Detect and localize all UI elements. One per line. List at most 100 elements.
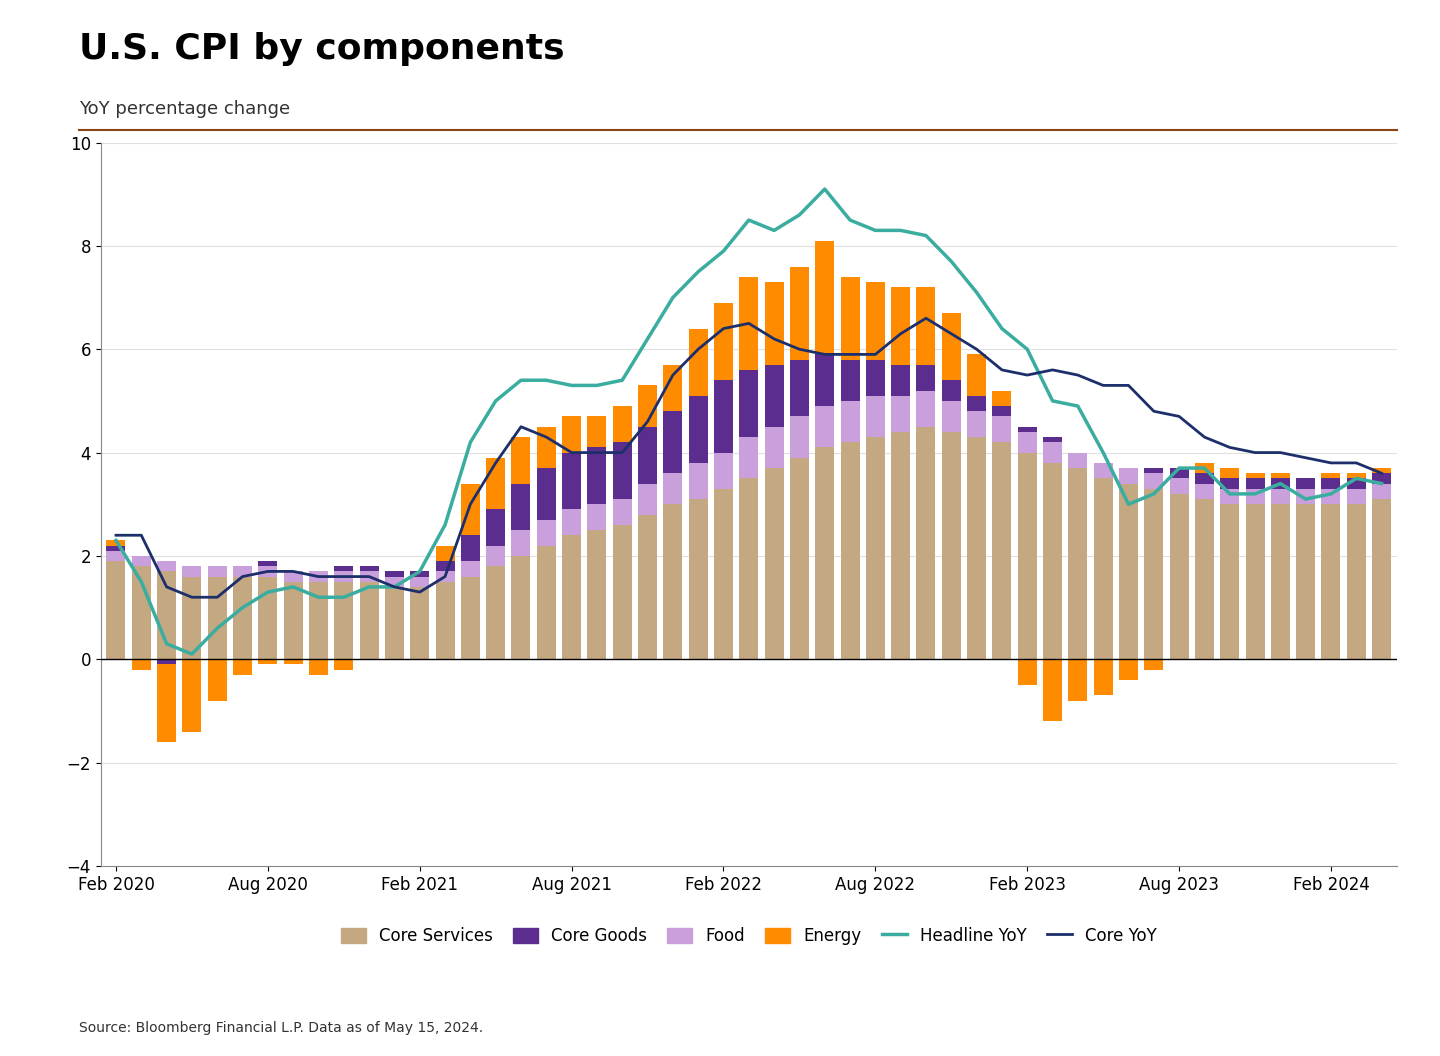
Bar [1322,505,1341,659]
Bar [1195,484,1214,499]
Bar [537,468,556,520]
Bar [461,535,480,561]
Bar [1346,505,1365,659]
Bar [992,391,1011,407]
Bar [511,484,530,530]
Bar [688,396,707,463]
Bar [1094,478,1113,659]
Bar [815,355,834,407]
Bar [765,282,783,364]
Bar [1372,484,1391,499]
Bar [183,659,202,732]
Bar [613,525,632,659]
Bar [410,571,429,577]
Bar [258,659,278,664]
Bar [613,407,632,442]
Bar [1169,494,1188,659]
Bar [1043,442,1063,463]
Bar [588,505,606,530]
Bar [638,427,657,484]
Bar [714,303,733,380]
Bar [1296,478,1315,489]
Bar [1346,478,1365,489]
Bar [968,437,986,659]
Bar [233,577,252,659]
Bar [334,571,353,582]
Bar [1322,489,1341,505]
Bar [1322,478,1341,489]
Bar [511,437,530,484]
Bar [1068,659,1087,700]
Bar [891,396,910,432]
Bar [562,453,582,509]
Bar [1296,505,1315,659]
Bar [1169,468,1188,478]
Legend: Core Services, Core Goods, Food, Energy, Headline YoY, Core YoY: Core Services, Core Goods, Food, Energy,… [334,920,1164,951]
Bar [410,587,429,659]
Bar [1145,473,1164,489]
Bar [310,659,328,675]
Bar [791,416,809,457]
Bar [1018,659,1037,685]
Bar [1220,505,1240,659]
Bar [588,416,606,448]
Bar [664,505,683,659]
Bar [310,582,328,659]
Bar [765,468,783,659]
Bar [384,587,403,659]
Bar [1372,499,1391,659]
Bar [1272,489,1290,505]
Bar [107,546,125,551]
Bar [1043,463,1063,659]
Bar [284,571,302,582]
Bar [284,582,302,659]
Bar [714,489,733,659]
Bar [1169,478,1188,494]
Bar [360,566,379,571]
Bar [334,566,353,571]
Bar [765,427,783,468]
Bar [815,407,834,448]
Bar [1018,432,1037,453]
Bar [841,359,860,401]
Bar [157,659,176,664]
Bar [258,561,278,566]
Bar [1246,478,1264,489]
Bar [1094,463,1113,478]
Bar [739,277,759,370]
Bar [360,582,379,659]
Bar [1246,505,1264,659]
Bar [1018,427,1037,432]
Bar [360,571,379,582]
Bar [107,551,125,561]
Bar [841,277,860,359]
Bar [1119,468,1138,484]
Bar [1246,473,1264,478]
Bar [714,453,733,489]
Bar [1372,473,1391,484]
Bar [233,566,252,577]
Bar [1094,659,1113,696]
Bar [992,442,1011,659]
Bar [791,457,809,659]
Bar [588,448,606,505]
Bar [207,577,226,659]
Bar [562,535,582,659]
Bar [765,364,783,427]
Bar [1068,468,1087,659]
Bar [916,427,936,659]
Bar [258,577,278,659]
Text: YoY percentage change: YoY percentage change [79,100,291,118]
Bar [1195,499,1214,659]
Bar [132,659,151,670]
Bar [688,499,707,659]
Bar [1195,473,1214,484]
Bar [916,364,936,391]
Bar [384,577,403,587]
Bar [841,401,860,442]
Bar [688,463,707,499]
Bar [916,391,936,427]
Bar [435,561,455,571]
Bar [1220,468,1240,478]
Bar [992,416,1011,442]
